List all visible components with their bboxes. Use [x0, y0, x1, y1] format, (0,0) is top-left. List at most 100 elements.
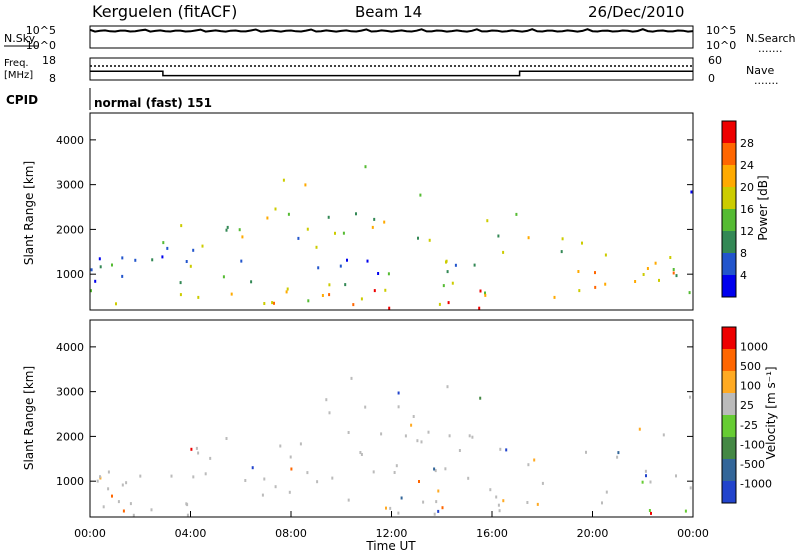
xtick-label: 12:00 [376, 527, 408, 540]
range-cell [649, 480, 652, 484]
range-cell [484, 291, 486, 295]
colorbar-tick: 12 [740, 225, 754, 238]
range-cell [274, 207, 277, 211]
range-cell [129, 502, 132, 506]
colorbar-segment [722, 415, 736, 437]
range-cell [286, 287, 289, 291]
colorbar-tick: -500 [740, 458, 765, 471]
colorbar-segment [722, 393, 736, 415]
range-cell [577, 270, 580, 273]
nave-label: Nave [746, 64, 774, 77]
range-cell [279, 444, 282, 448]
freq-label-line2: [MHz] [4, 70, 33, 81]
range-cell [437, 509, 440, 513]
range-cell [380, 432, 383, 436]
colorbar-tick: 16 [740, 203, 754, 216]
range-cell [299, 442, 302, 446]
range-cell [484, 293, 487, 297]
range-cell [533, 458, 536, 462]
range-cell [601, 501, 603, 505]
colorbar-tick: 28 [740, 137, 754, 150]
freq-left-tick-bottom: 8 [49, 72, 56, 85]
range-cell [689, 486, 692, 490]
ytick-label: 3000 [56, 179, 84, 192]
colorbar-tick: 4 [740, 269, 747, 282]
range-cell [317, 266, 320, 270]
range-cell [161, 255, 164, 259]
range-cell [594, 285, 597, 289]
range-cell [468, 434, 471, 438]
range-cell [271, 301, 274, 305]
range-cell [150, 508, 153, 512]
range-cell [122, 509, 125, 513]
range-cell [418, 480, 420, 483]
colorbar-segment [722, 187, 736, 209]
range-cell [377, 272, 380, 275]
range-cell [560, 250, 563, 254]
range-cell [290, 467, 293, 471]
velocity-frame [89, 319, 694, 518]
range-cell [190, 447, 193, 451]
range-cell [385, 506, 387, 510]
range-cell [117, 500, 120, 504]
range-cell [307, 299, 310, 303]
range-cell [497, 503, 500, 507]
nsearch-label: N.Search [746, 32, 796, 45]
range-cell [222, 275, 225, 279]
range-cell [166, 246, 169, 250]
range-cell [400, 496, 403, 500]
colorbar-segment [722, 231, 736, 253]
range-cell [373, 289, 376, 293]
range-cell [585, 450, 587, 454]
range-cell [416, 439, 419, 443]
xtick-label: 00:00 [74, 527, 106, 540]
range-cell [201, 244, 204, 248]
range-cell [90, 268, 93, 272]
range-cell [151, 258, 154, 262]
range-cell [107, 470, 110, 474]
colorbar-tick: 100 [740, 380, 761, 393]
range-cell [536, 502, 539, 506]
range-cell [238, 228, 241, 232]
velocity-colorbar: 1000 500 100 25 -25 -100 -500 -1000 [721, 326, 772, 504]
range-cell [502, 250, 505, 254]
range-cell [306, 227, 309, 231]
colorbar-tick: 8 [740, 247, 747, 260]
power-colorbar: 28 24 20 16 12 8 4 [721, 120, 754, 298]
range-cell [616, 455, 619, 459]
velocity-ylabel: Slant Range [km] [22, 366, 36, 470]
noise-right-tick-top: 10^5 [706, 24, 736, 37]
range-cell [448, 434, 451, 438]
range-cell [478, 306, 481, 310]
range-cell [499, 447, 502, 451]
range-cell [180, 224, 183, 228]
colorbar-segment [722, 143, 736, 165]
range-cell [638, 427, 641, 431]
range-cell [527, 236, 530, 240]
range-cell [125, 481, 128, 485]
range-cell [179, 281, 182, 285]
range-cell [162, 241, 165, 245]
range-cell [553, 295, 556, 299]
velocity-xlabel: Time UT [365, 539, 416, 553]
range-cell [383, 220, 386, 224]
range-cell [428, 238, 431, 242]
colorbar-tick: -100 [740, 438, 765, 451]
range-cell [645, 474, 647, 478]
range-cell [107, 487, 110, 491]
noise-right-tick-bottom: 10^0 [706, 39, 736, 52]
range-cell [225, 437, 228, 440]
range-cell [139, 474, 142, 478]
range-cell [366, 259, 369, 263]
nave-dots: ....... [754, 74, 778, 87]
range-cell [434, 469, 437, 473]
range-cell [441, 506, 444, 510]
range-cell [316, 480, 319, 484]
range-cell [209, 456, 212, 460]
range-cell [99, 265, 102, 269]
range-cell [325, 398, 328, 402]
range-cell [438, 302, 441, 306]
xtick-label: 20:00 [577, 527, 609, 540]
range-cell [641, 480, 644, 484]
range-cell [372, 470, 375, 474]
